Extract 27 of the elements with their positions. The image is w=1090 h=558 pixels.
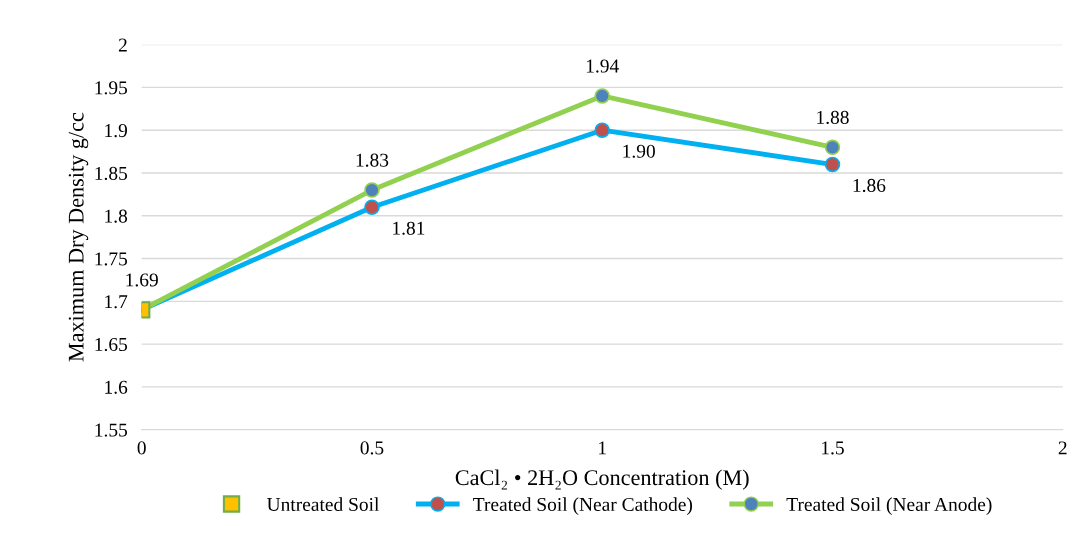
y-tick-label: 1.8 bbox=[105, 209, 128, 223]
x-tick-label: 1 bbox=[599, 441, 606, 455]
legend-label: Untreated Soil bbox=[266, 497, 380, 512]
x-tick-label: 2 bbox=[1058, 441, 1067, 455]
data-label: 1.83 bbox=[356, 153, 389, 167]
legend-label: Treated Soil (Near Cathode) bbox=[473, 497, 693, 515]
x-tick-label: 0 bbox=[137, 441, 146, 455]
y-tick-label: 1.55 bbox=[95, 423, 128, 437]
x-tick-label: 0.5 bbox=[360, 441, 384, 455]
y-tick-label: 1.65 bbox=[95, 337, 128, 352]
y-tick-label: 2 bbox=[118, 38, 127, 52]
y-tick-label: 1.85 bbox=[95, 166, 128, 180]
data-label: 1.81 bbox=[393, 221, 425, 235]
legend-label: Treated Soil (Near Anode) bbox=[786, 497, 992, 515]
y-tick-label: 1.7 bbox=[105, 295, 128, 309]
y-tick-label: 1.75 bbox=[95, 252, 128, 266]
data-label: 1.94 bbox=[586, 59, 619, 73]
data-label: 1.69 bbox=[126, 273, 158, 287]
data-label: 1.86 bbox=[853, 178, 886, 193]
y-tick-label: 1.6 bbox=[105, 380, 128, 394]
y-tick-label: 1.95 bbox=[95, 81, 128, 95]
x-tick-label: 1.5 bbox=[822, 441, 844, 455]
data-label: 1.88 bbox=[817, 110, 849, 124]
data-label: 1.90 bbox=[623, 144, 655, 158]
x-axis-title: CaCl₂ • 2H₂O Concentration (M) bbox=[455, 469, 749, 490]
y-tick-label: 1.9 bbox=[105, 124, 128, 138]
y-axis-title: Maximum Dry Density g/cc bbox=[68, 112, 89, 362]
